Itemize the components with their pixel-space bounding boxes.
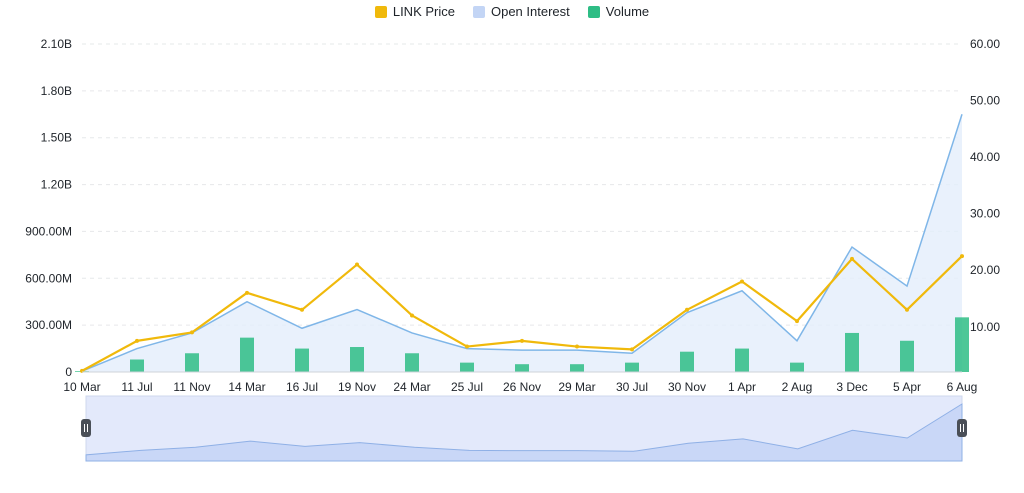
link-price-point [245, 290, 249, 295]
volume-bar [350, 347, 364, 372]
x-tick-label: 14 Mar [228, 380, 265, 394]
volume-bar [295, 348, 309, 372]
x-tick-label: 16 Jul [286, 380, 318, 394]
x-tick-label: 19 Nov [338, 380, 376, 394]
left-tick-label: 0 [65, 365, 72, 379]
link-price-point [190, 330, 194, 335]
range-navigator [81, 395, 967, 462]
volume-bar [240, 337, 254, 372]
legend-swatch-open-interest [472, 5, 485, 18]
left-tick-label: 1.20B [41, 178, 72, 192]
navigator-handle-right[interactable] [957, 419, 967, 437]
link-price-point [630, 347, 634, 352]
link-price-point [740, 279, 744, 284]
link-price-point [520, 338, 524, 343]
legend-label: Volume [605, 4, 650, 19]
navigator-handle-left[interactable] [81, 419, 91, 437]
link-price-point [465, 344, 469, 349]
legend-swatch-volume [587, 5, 600, 18]
right-axis-ticks: 10.00 20.00 30.00 40.00 50.00 60.00 [970, 37, 1000, 334]
series-layer [75, 114, 969, 373]
legend-item-open-interest[interactable]: Open Interest [472, 4, 570, 19]
link-price-point [685, 307, 689, 312]
link-price-point [355, 262, 359, 267]
left-tick-label: 1.50B [41, 131, 72, 145]
left-tick-label: 300.00M [25, 318, 72, 332]
x-tick-label: 6 Aug [947, 380, 978, 394]
x-axis-ticks: 10 Mar 11 Jul 11 Nov 14 Mar 16 Jul 19 Nov 24 M… [63, 371, 978, 394]
x-tick-label: 26 Nov [503, 380, 541, 394]
legend: LINK Price Open Interest Volume [0, 4, 1024, 19]
volume-bar [570, 364, 584, 372]
volume-bar [405, 353, 419, 372]
x-tick-label: 30 Nov [668, 380, 706, 394]
x-tick-label: 25 Jul [451, 380, 483, 394]
x-tick-label: 2 Aug [782, 380, 813, 394]
open-interest-area [82, 114, 962, 373]
left-tick-label: 600.00M [25, 271, 72, 285]
link-price-point [850, 256, 854, 261]
right-tick-label: 60.00 [970, 37, 1000, 51]
x-tick-label: 3 Dec [836, 380, 867, 394]
legend-swatch-link-price [374, 5, 387, 18]
volume-bar [185, 353, 199, 372]
x-tick-label: 11 Nov [173, 380, 210, 394]
volume-bar [680, 351, 694, 372]
x-tick-label: 29 Mar [558, 380, 595, 394]
legend-label: LINK Price [392, 4, 455, 19]
x-tick-label: 1 Apr [728, 380, 756, 394]
link-price-point [575, 344, 579, 349]
link-price-point [410, 313, 414, 318]
volume-bar [625, 362, 639, 372]
open-interest-line [81, 114, 963, 372]
link-price-point [960, 254, 964, 259]
x-tick-label: 24 Mar [393, 380, 430, 394]
right-tick-label: 50.00 [970, 94, 1000, 108]
link-price-point [300, 307, 304, 312]
left-tick-label: 900.00M [25, 224, 72, 238]
volume-bar [900, 340, 914, 372]
legend-item-link-price[interactable]: LINK Price [374, 4, 455, 19]
left-tick-label: 1.80B [41, 84, 72, 98]
right-tick-label: 10.00 [970, 320, 1000, 334]
x-tick-label: 10 Mar [63, 380, 100, 394]
volume-bar [735, 348, 749, 372]
legend-item-volume[interactable]: Volume [587, 4, 650, 19]
x-tick-label: 5 Apr [893, 380, 921, 394]
x-tick-label: 11 Jul [121, 380, 152, 394]
navigator-series [85, 403, 963, 462]
volume-bar [955, 317, 969, 372]
volume-bar [460, 362, 474, 372]
left-tick-label: 2.10B [41, 37, 72, 51]
right-tick-label: 20.00 [970, 263, 1000, 277]
right-tick-label: 30.00 [970, 207, 1000, 221]
right-tick-label: 40.00 [970, 150, 1000, 164]
link-price-point [795, 319, 799, 324]
x-tick-label: 30 Jul [616, 380, 648, 394]
left-axis-ticks: 0 300.00M 600.00M 900.00M 1.20B 1.50B 1.80B 2.1… [25, 37, 72, 379]
volume-bar [845, 332, 859, 372]
legend-label: Open Interest [490, 4, 570, 19]
volume-bar [515, 364, 529, 372]
volume-bar [130, 359, 144, 372]
volume-bar [790, 362, 804, 372]
link-price-point [135, 338, 139, 343]
link-price-point [905, 307, 909, 312]
